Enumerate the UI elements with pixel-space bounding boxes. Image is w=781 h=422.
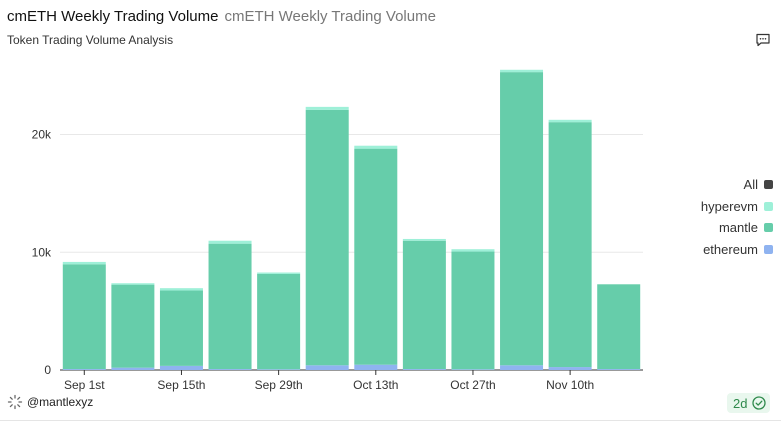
legend-label: hyperevm xyxy=(700,198,758,214)
bar-segment-hyperevm[interactable] xyxy=(159,288,203,291)
bar-segment-ethereum[interactable] xyxy=(402,369,446,370)
bar-segment-mantle[interactable] xyxy=(159,290,203,366)
legend-item-hyperevm[interactable]: hyperevm xyxy=(701,196,773,218)
bar-segment-hyperevm[interactable] xyxy=(305,106,349,110)
bar-segment-hyperevm[interactable] xyxy=(354,145,398,149)
x-tick-label: Sep 29th xyxy=(255,378,303,392)
bar-segment-ethereum[interactable] xyxy=(597,369,641,370)
bar-segment-mantle[interactable] xyxy=(62,264,106,370)
chart-subtitle: Token Trading Volume Analysis xyxy=(7,33,174,47)
bar-segment-mantle[interactable] xyxy=(597,284,641,370)
y-tick-label: 20k xyxy=(32,128,52,142)
bar-segment-ethereum[interactable] xyxy=(451,369,495,370)
bar-segment-hyperevm[interactable] xyxy=(257,272,301,274)
bar-segment-hyperevm[interactable] xyxy=(451,249,495,252)
check-circle-icon xyxy=(752,396,767,410)
bar-segment-mantle[interactable] xyxy=(305,109,349,366)
author-link[interactable]: @mantlexyz xyxy=(7,394,93,410)
bar-segment-ethereum[interactable] xyxy=(354,364,398,370)
bar-segment-ethereum[interactable] xyxy=(548,367,592,370)
bar-segment-hyperevm[interactable] xyxy=(111,283,155,285)
bar-segment-mantle[interactable] xyxy=(402,240,446,370)
legend-swatch xyxy=(764,180,773,190)
bar-segment-mantle[interactable] xyxy=(354,148,398,365)
x-tick-label: Sep 15th xyxy=(157,378,205,392)
legend-item-all[interactable]: All xyxy=(701,174,773,196)
legend-item-mantle[interactable]: mantle xyxy=(701,217,773,239)
author-name: @mantlexyz xyxy=(27,395,94,409)
x-tick-label: Sep 1st xyxy=(64,378,105,392)
age-badge-text: 2d xyxy=(733,395,748,411)
bars xyxy=(62,69,641,370)
x-tick-label: Nov 10th xyxy=(546,378,594,392)
bar-segment-ethereum[interactable] xyxy=(62,369,106,370)
chart-title: cmETH Weekly Trading Volume xyxy=(7,8,219,25)
legend-label: mantle xyxy=(718,220,758,235)
comment-icon[interactable] xyxy=(755,32,771,48)
y-tick-label: 10k xyxy=(32,245,52,259)
bottom-divider xyxy=(0,420,781,421)
bar-segment-mantle[interactable] xyxy=(208,243,252,370)
bar-segment-hyperevm[interactable] xyxy=(208,240,252,244)
bar-segment-mantle[interactable] xyxy=(548,122,592,368)
legend-label: All xyxy=(743,177,758,192)
gridlines xyxy=(60,134,643,371)
y-axis-ticks: 0 10k 20k xyxy=(32,128,52,377)
bar-segment-ethereum[interactable] xyxy=(305,365,349,370)
legend-label: ethereum xyxy=(703,241,758,257)
bar-segment-hyperevm[interactable] xyxy=(500,69,544,73)
x-axis-ticks: Sep 1st Sep 15th Sep 29th Oct 13th Oct 27th N… xyxy=(64,370,594,392)
bar-segment-ethereum[interactable] xyxy=(111,367,155,370)
chart-title-repeat: cmETH Weekly Trading Volume xyxy=(224,8,436,25)
x-tick-label: Oct 27th xyxy=(450,378,495,392)
bar-segment-mantle[interactable] xyxy=(500,72,544,366)
legend-swatch xyxy=(764,201,773,211)
legend-swatch xyxy=(764,223,773,233)
y-tick-label: 0 xyxy=(44,363,51,377)
bar-segment-hyperevm[interactable] xyxy=(548,119,592,123)
bar-segment-hyperevm[interactable] xyxy=(62,261,106,265)
legend: All hyperevm mantle ethereum xyxy=(701,174,773,260)
chart-header: cmETH Weekly Trading Volume cmETH Weekly … xyxy=(7,8,436,26)
bar-segment-ethereum[interactable] xyxy=(159,365,203,370)
bar-segment-ethereum[interactable] xyxy=(257,369,301,370)
bar-segment-ethereum[interactable] xyxy=(500,365,544,370)
bar-segment-mantle[interactable] xyxy=(451,251,495,370)
bar-segment-hyperevm[interactable] xyxy=(402,238,446,241)
legend-item-ethereum[interactable]: ethereum xyxy=(701,239,773,261)
bar-segment-ethereum[interactable] xyxy=(208,369,252,370)
age-badge: 2d xyxy=(727,393,771,413)
x-tick-label: Oct 13th xyxy=(353,378,398,392)
author-avatar-icon xyxy=(7,394,23,410)
bar-segment-mantle[interactable] xyxy=(257,273,301,370)
legend-swatch xyxy=(764,244,773,254)
bar-segment-mantle[interactable] xyxy=(111,284,155,368)
